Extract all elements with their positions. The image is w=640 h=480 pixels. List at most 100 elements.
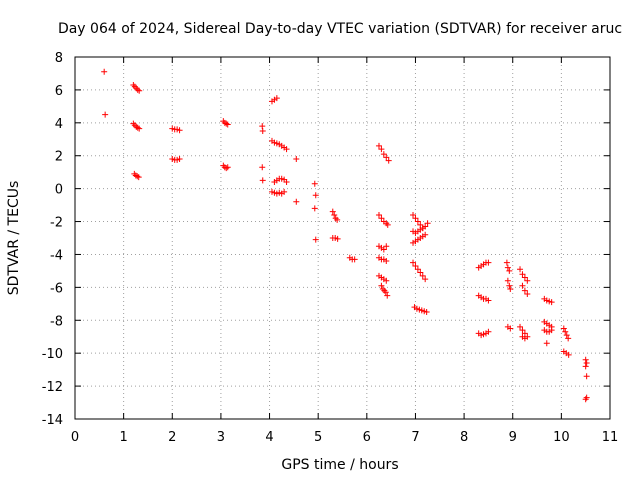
- data-point: [517, 266, 524, 273]
- data-point: [176, 127, 183, 134]
- data-point: [259, 128, 266, 135]
- data-point: [519, 327, 526, 334]
- data-point: [273, 95, 280, 102]
- data-point: [329, 208, 336, 215]
- data-point: [519, 271, 526, 278]
- y-tick-label: -10: [42, 347, 63, 362]
- y-tick-label: -6: [50, 281, 63, 296]
- y-tick-label: -12: [42, 380, 63, 395]
- data-point: [507, 286, 514, 293]
- x-tick-label: 10: [553, 430, 570, 445]
- data-point: [293, 156, 300, 163]
- data-point: [485, 259, 492, 266]
- data-point: [380, 246, 387, 253]
- data-point: [311, 180, 318, 187]
- data-point: [383, 243, 390, 250]
- data-point: [410, 211, 417, 218]
- data-point: [134, 86, 141, 93]
- data-point: [410, 259, 417, 266]
- x-tick-label: 2: [168, 430, 176, 445]
- data-point: [375, 211, 382, 218]
- data-points: [101, 68, 590, 403]
- data-point: [485, 297, 492, 304]
- data-point: [485, 328, 492, 335]
- data-point: [507, 325, 514, 332]
- data-point: [414, 266, 421, 273]
- data-point: [383, 277, 390, 284]
- data-point: [504, 277, 511, 284]
- data-point: [134, 173, 141, 180]
- data-point: [412, 215, 419, 222]
- data-point: [506, 282, 513, 289]
- data-point: [378, 215, 385, 222]
- data-point: [565, 351, 572, 358]
- data-point: [419, 272, 426, 279]
- data-point: [506, 267, 513, 274]
- data-point: [312, 192, 319, 199]
- data-point: [293, 198, 300, 205]
- data-point: [378, 146, 385, 153]
- data-point: [259, 164, 266, 171]
- data-point: [283, 146, 290, 153]
- y-tick-label: -2: [50, 216, 63, 231]
- data-point: [378, 282, 385, 289]
- data-point: [311, 205, 318, 212]
- data-point: [543, 340, 550, 347]
- data-point: [176, 156, 183, 163]
- x-tick-label: 6: [363, 430, 371, 445]
- data-point: [383, 154, 390, 161]
- data-point: [101, 68, 108, 75]
- data-point: [424, 220, 431, 227]
- data-point: [582, 356, 589, 363]
- y-tick-label: 2: [55, 150, 63, 165]
- data-point: [583, 360, 590, 367]
- x-tick-label: 5: [314, 430, 322, 445]
- data-point: [422, 231, 429, 238]
- data-point: [223, 165, 230, 172]
- data-point: [417, 269, 424, 276]
- data-point: [384, 292, 391, 299]
- x-tick-label: 8: [460, 430, 468, 445]
- y-tick-labels: -14 -12 -10 -8 -6 -4 -2 0 2 4 6 8: [42, 51, 63, 428]
- y-tick-label: -14: [42, 413, 63, 428]
- data-point: [224, 121, 231, 128]
- data-point: [521, 287, 528, 294]
- data-point: [562, 328, 569, 335]
- data-point: [423, 309, 430, 316]
- y-tick-label: 6: [55, 84, 63, 99]
- data-point: [224, 164, 231, 171]
- data-point: [524, 333, 531, 340]
- data-point: [548, 327, 555, 334]
- data-point: [414, 218, 421, 225]
- x-tick-label: 11: [602, 430, 619, 445]
- y-tick-label: 0: [55, 183, 63, 198]
- plot-border: [74, 56, 611, 420]
- data-point: [385, 157, 392, 164]
- data-point: [334, 216, 341, 223]
- x-tick-label: 3: [217, 430, 225, 445]
- data-point: [384, 221, 391, 228]
- data-point: [283, 179, 290, 186]
- data-point: [331, 211, 338, 218]
- data-point: [560, 325, 567, 332]
- data-point: [412, 262, 419, 269]
- y-tick-label: -8: [50, 314, 63, 329]
- data-point: [519, 282, 526, 289]
- data-point: [524, 290, 531, 297]
- data-point: [383, 258, 390, 265]
- data-point: [419, 225, 426, 232]
- data-point: [136, 87, 143, 94]
- x-tick-label: 1: [119, 430, 127, 445]
- data-point: [582, 396, 589, 403]
- y-tick-label: -4: [50, 248, 63, 263]
- y-tick-label: 8: [55, 51, 63, 66]
- data-point: [136, 125, 143, 132]
- data-point: [375, 142, 382, 149]
- data-point: [548, 299, 555, 306]
- y-tick-label: 4: [55, 117, 63, 132]
- data-point: [524, 277, 531, 284]
- data-point: [583, 373, 590, 380]
- data-point: [334, 235, 341, 242]
- y-axis-title: SDTVAR / TECUs: [6, 181, 22, 296]
